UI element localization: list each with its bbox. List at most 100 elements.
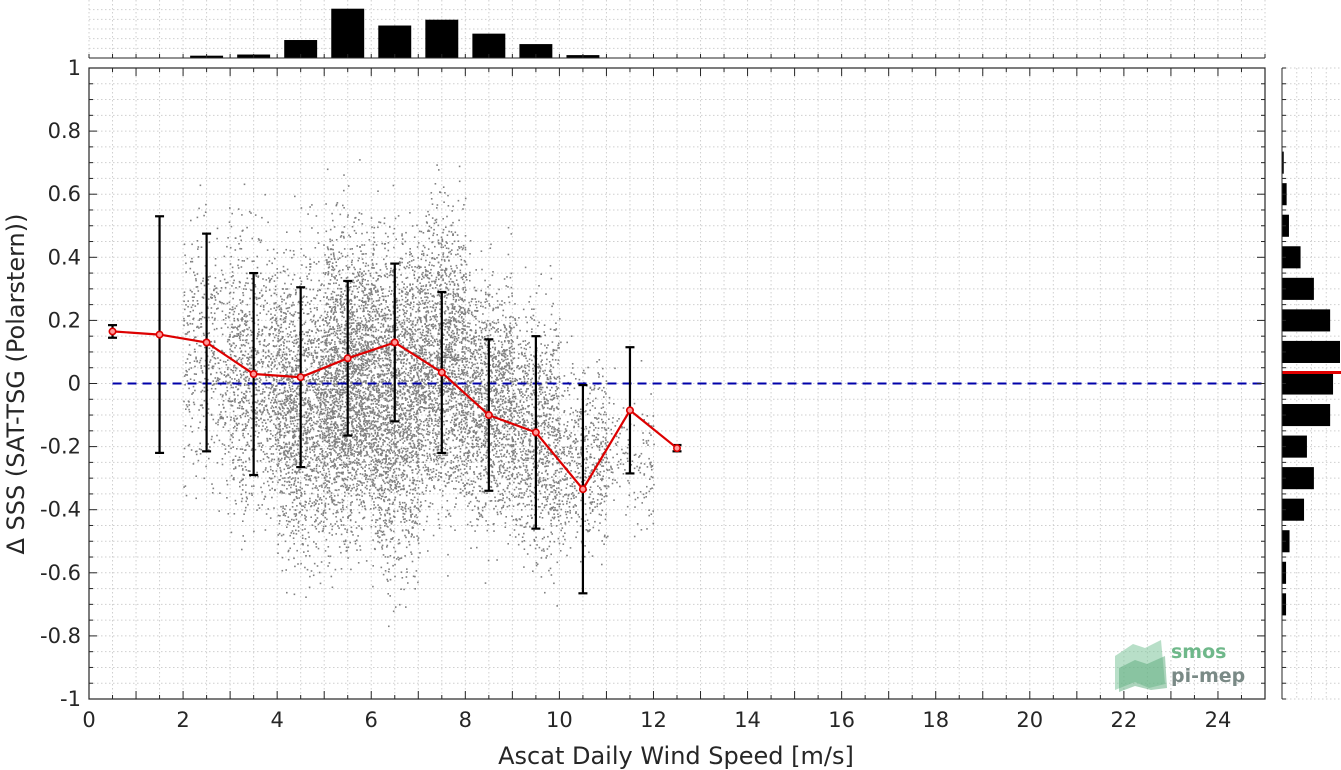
scatter-point bbox=[313, 504, 316, 507]
scatter-point bbox=[361, 336, 364, 339]
scatter-point bbox=[287, 294, 289, 297]
scatter-point bbox=[263, 407, 265, 409]
scatter-point bbox=[280, 357, 282, 359]
scatter-point bbox=[318, 485, 321, 487]
scatter-point bbox=[326, 321, 328, 324]
scatter-point bbox=[310, 516, 312, 518]
scatter-point bbox=[366, 432, 368, 435]
scatter-point bbox=[298, 358, 301, 361]
scatter-point bbox=[213, 303, 216, 305]
scatter-point bbox=[341, 396, 344, 399]
scatter-point bbox=[283, 357, 286, 359]
scatter-point bbox=[343, 306, 345, 308]
scatter-point bbox=[306, 446, 308, 449]
scatter-point bbox=[309, 263, 311, 265]
scatter-point bbox=[345, 506, 348, 508]
scatter-point bbox=[256, 314, 258, 317]
scatter-point bbox=[306, 401, 309, 404]
scatter-point bbox=[334, 341, 336, 343]
scatter-point bbox=[365, 359, 368, 362]
scatter-point bbox=[359, 159, 361, 161]
scatter-point bbox=[254, 475, 257, 478]
scatter-point bbox=[230, 447, 232, 450]
scatter-point bbox=[352, 534, 354, 536]
scatter-point bbox=[292, 455, 294, 458]
scatter-point bbox=[347, 487, 349, 489]
scatter-point bbox=[364, 289, 366, 291]
scatter-point bbox=[257, 475, 259, 478]
scatter-point bbox=[336, 301, 339, 303]
scatter-point bbox=[342, 461, 345, 464]
scatter-point bbox=[302, 455, 304, 458]
scatter-point bbox=[361, 253, 364, 255]
scatter-point bbox=[339, 302, 341, 305]
scatter-point bbox=[277, 534, 279, 536]
scatter-point bbox=[292, 431, 294, 434]
scatter-point bbox=[350, 298, 352, 301]
scatter-point bbox=[238, 404, 241, 407]
scatter-point bbox=[316, 357, 318, 359]
scatter-point bbox=[217, 423, 219, 426]
scatter-point bbox=[287, 516, 290, 518]
scatter-point bbox=[288, 348, 290, 350]
scatter-point bbox=[343, 465, 345, 467]
scatter-point bbox=[317, 242, 320, 244]
scatter-point bbox=[295, 496, 298, 498]
scatter-point bbox=[274, 328, 276, 330]
scatter-point bbox=[275, 380, 278, 383]
scatter-point bbox=[273, 379, 275, 381]
scatter-point bbox=[204, 265, 207, 267]
scatter-point bbox=[314, 337, 316, 340]
scatter-point bbox=[343, 237, 345, 239]
scatter-point bbox=[354, 393, 356, 396]
scatter-point bbox=[250, 334, 253, 336]
scatter-point bbox=[312, 421, 315, 424]
scatter-point bbox=[242, 330, 245, 332]
scatter-point bbox=[267, 418, 269, 421]
scatter-point bbox=[317, 496, 319, 498]
scatter-point bbox=[334, 422, 337, 425]
scatter-point bbox=[240, 266, 243, 268]
scatter-point bbox=[335, 332, 337, 334]
scatter-point bbox=[367, 412, 369, 415]
scatter-point bbox=[215, 287, 218, 289]
scatter-point bbox=[269, 279, 271, 281]
scatter-point bbox=[243, 474, 245, 476]
scatter-point bbox=[314, 405, 317, 408]
scatter-point bbox=[294, 461, 297, 463]
scatter-point bbox=[296, 490, 298, 492]
scatter-point bbox=[358, 341, 361, 344]
scatter-point bbox=[280, 361, 283, 363]
scatter-point bbox=[327, 555, 330, 557]
scatter-point bbox=[344, 421, 347, 424]
scatter-point bbox=[317, 494, 319, 496]
scatter-point bbox=[287, 335, 289, 338]
scatter-point bbox=[347, 492, 350, 495]
scatter-point bbox=[245, 425, 247, 427]
scatter-point bbox=[183, 320, 185, 322]
scatter-point bbox=[221, 463, 224, 466]
scatter-point bbox=[331, 441, 333, 444]
scatter-point bbox=[343, 329, 346, 331]
scatter-point bbox=[342, 508, 345, 511]
scatter-point bbox=[312, 378, 314, 380]
scatter-point bbox=[359, 400, 362, 402]
scatter-point bbox=[304, 411, 307, 413]
scatter-point bbox=[352, 346, 354, 348]
scatter-point bbox=[278, 351, 280, 353]
scatter-point bbox=[348, 460, 351, 463]
scatter-point bbox=[342, 516, 344, 519]
top-histogram-bar bbox=[425, 19, 459, 58]
scatter-point bbox=[317, 430, 319, 432]
scatter-point bbox=[279, 330, 282, 333]
scatter-point bbox=[279, 403, 282, 405]
scatter-point bbox=[322, 413, 324, 415]
scatter-point bbox=[323, 490, 325, 492]
scatter-point bbox=[284, 540, 287, 543]
scatter-point bbox=[331, 308, 333, 310]
scatter-point bbox=[239, 373, 242, 375]
scatter-point bbox=[297, 359, 299, 361]
scatter-point bbox=[307, 331, 309, 333]
scatter-point bbox=[247, 282, 249, 285]
scatter-point bbox=[259, 340, 261, 343]
